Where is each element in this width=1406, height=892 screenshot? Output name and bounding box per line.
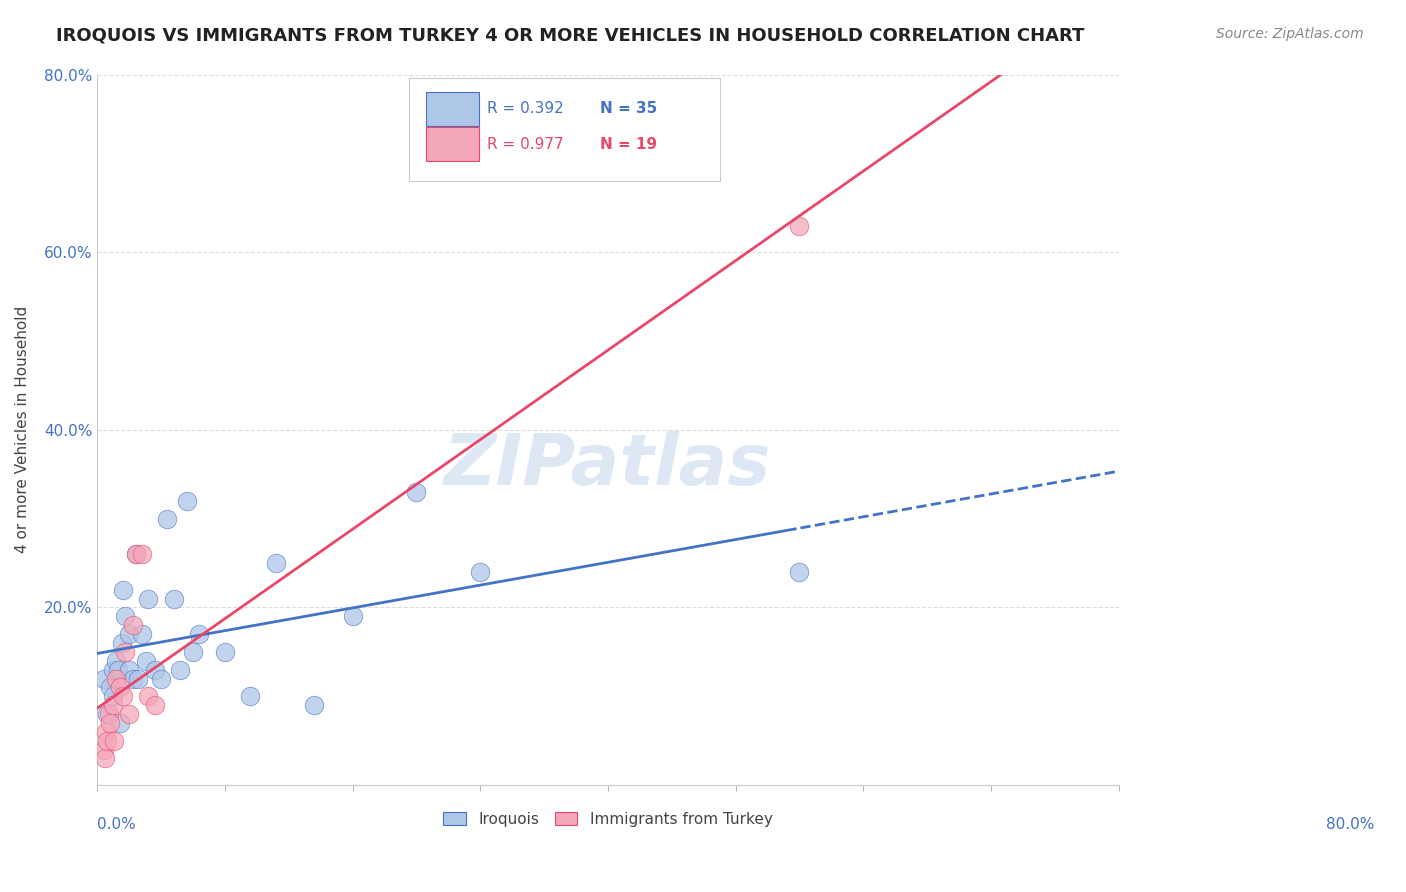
Point (101, 698, 124, 713)
Point (304, 698, 326, 713)
FancyBboxPatch shape (409, 78, 720, 181)
Point (131, 547, 153, 561)
Point (124, 547, 146, 561)
Point (105, 672, 128, 686)
Point (111, 582, 134, 597)
Point (156, 511, 179, 525)
Point (96, 724, 118, 739)
Point (163, 591, 186, 606)
Point (111, 690, 134, 704)
Point (101, 663, 124, 677)
Legend: Iroquois, Immigrants from Turkey: Iroquois, Immigrants from Turkey (436, 804, 780, 834)
Point (122, 672, 145, 686)
Point (103, 733, 125, 747)
Point (97, 706, 120, 721)
Point (143, 698, 166, 713)
Point (470, 565, 492, 579)
Point (124, 547, 146, 561)
Point (110, 715, 132, 730)
Point (789, 219, 811, 233)
Text: Source: ZipAtlas.com: Source: ZipAtlas.com (1216, 27, 1364, 41)
Text: N = 35: N = 35 (600, 101, 657, 116)
Point (135, 654, 157, 668)
Point (105, 654, 128, 668)
Text: ZIPatlas: ZIPatlas (444, 431, 772, 500)
Point (136, 591, 159, 606)
Text: R = 0.392: R = 0.392 (488, 101, 564, 116)
Point (98, 681, 121, 695)
Point (188, 627, 211, 641)
Point (136, 690, 159, 704)
Point (94, 751, 117, 765)
Y-axis label: 4 or more Vehicles in Household: 4 or more Vehicles in Household (15, 306, 30, 553)
Point (789, 565, 811, 579)
Point (110, 681, 132, 695)
Point (98, 715, 121, 730)
Point (114, 645, 136, 659)
Point (93, 742, 115, 756)
Text: IROQUOIS VS IMMIGRANTS FROM TURKEY 4 OR MORE VEHICLES IN HOUSEHOLD CORRELATION C: IROQUOIS VS IMMIGRANTS FROM TURKEY 4 OR … (56, 27, 1084, 45)
Point (118, 627, 141, 641)
Point (405, 485, 427, 500)
Point (143, 663, 166, 677)
Point (131, 627, 153, 641)
Point (114, 609, 136, 624)
Point (118, 663, 141, 677)
Point (118, 706, 141, 721)
Point (96, 733, 118, 747)
FancyBboxPatch shape (426, 92, 479, 126)
Point (176, 494, 198, 508)
Point (264, 556, 287, 570)
Point (169, 663, 191, 677)
Point (150, 672, 173, 686)
Point (110, 636, 132, 650)
Point (239, 690, 262, 704)
Point (122, 618, 145, 632)
Point (93, 672, 115, 686)
Text: 80.0%: 80.0% (1326, 817, 1374, 832)
Point (96, 706, 118, 721)
Point (181, 645, 204, 659)
Point (214, 645, 236, 659)
Text: R = 0.977: R = 0.977 (488, 136, 564, 152)
Point (101, 690, 124, 704)
Text: N = 19: N = 19 (600, 136, 657, 152)
Point (342, 609, 364, 624)
FancyBboxPatch shape (426, 127, 479, 161)
Text: 0.0%: 0.0% (97, 817, 136, 832)
Point (127, 672, 149, 686)
Point (107, 663, 129, 677)
